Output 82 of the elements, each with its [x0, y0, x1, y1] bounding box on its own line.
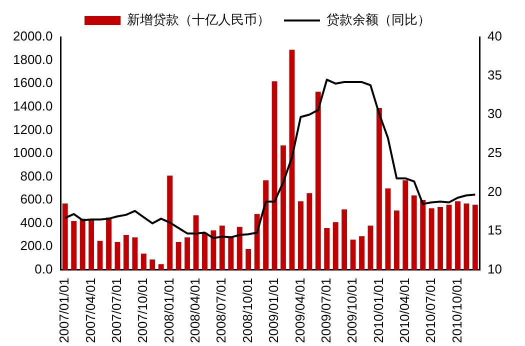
y2-tick-label: 35: [488, 67, 502, 82]
bar: [298, 201, 304, 270]
bar: [88, 220, 94, 270]
x-tick-label: 2009/01/01: [266, 278, 282, 344]
y-tick-label: 1200.0: [12, 122, 53, 137]
bar: [236, 226, 242, 270]
y2-tick-label: 10: [488, 262, 502, 277]
legend-label: 新增贷款（十亿人民币）: [127, 12, 270, 28]
x-tick-label: 2009/07/01: [318, 278, 334, 344]
y2-tick-label: 30: [488, 106, 502, 122]
bar: [114, 242, 120, 270]
bar: [176, 242, 182, 270]
bar: [158, 264, 164, 270]
bar: [368, 226, 374, 270]
bar: [254, 214, 260, 270]
x-tick-label: 2010/04/01: [396, 278, 412, 344]
bar: [385, 188, 391, 270]
x-tick-label: 2007/10/01: [135, 278, 150, 344]
x-tick-label: 2007/01/01: [56, 278, 72, 344]
bar: [210, 230, 216, 270]
bar: [411, 195, 417, 270]
x-tick-label: 2010/10/01: [449, 278, 464, 344]
y-tick-label: 2000.0: [12, 28, 53, 44]
x-tick-label: 2007/07/01: [109, 278, 124, 344]
bar: [246, 248, 252, 270]
bar: [272, 81, 278, 270]
y-tick-label: 600.0: [20, 192, 53, 207]
bar: [140, 254, 146, 270]
bar: [332, 222, 338, 270]
bar: [394, 210, 400, 270]
y-tick-label: 1000.0: [12, 145, 53, 160]
bar: [324, 228, 330, 270]
y-tick-label: 1800.0: [12, 52, 53, 67]
bar: [455, 201, 460, 270]
y2-tick-label: 40: [488, 28, 502, 44]
bar: [228, 236, 234, 270]
bar: [315, 92, 321, 270]
bar: [306, 193, 312, 270]
y-tick-label: 200.0: [20, 238, 53, 254]
y-tick-label: 400.0: [20, 214, 53, 230]
bar: [106, 218, 112, 270]
x-tick-label: 2008/07/01: [214, 278, 229, 344]
bar: [71, 221, 77, 270]
bar: [402, 180, 408, 270]
bar: [280, 145, 286, 270]
bar: [62, 204, 68, 270]
x-tick-label: 2009/04/01: [292, 278, 308, 344]
bar: [446, 204, 452, 270]
x-tick-label: 2008/01/01: [161, 278, 176, 344]
bar: [359, 236, 364, 270]
bar: [420, 200, 426, 270]
y2-tick-label: 15: [488, 222, 502, 238]
y-tick-label: 1400.0: [12, 98, 53, 114]
x-tick-label: 2008/04/01: [188, 278, 203, 344]
bar: [438, 207, 443, 270]
x-tick-label: 2008/10/01: [240, 278, 255, 344]
bar: [350, 240, 356, 270]
bar: [263, 180, 268, 270]
bar: [219, 226, 225, 270]
bar: [123, 234, 129, 270]
bar: [376, 108, 382, 270]
x-tick-label: 2010/01/01: [370, 278, 386, 344]
bar: [428, 208, 434, 270]
x-tick-label: 2007/04/01: [82, 278, 98, 344]
bar: [150, 259, 156, 270]
bar: [342, 209, 348, 270]
y-tick-label: 0.0: [34, 262, 53, 277]
bar: [132, 237, 138, 270]
y-tick-label: 1600.0: [12, 75, 53, 90]
bar: [167, 176, 173, 270]
y2-tick-label: 25: [488, 145, 502, 160]
x-tick-label: 2009/10/01: [344, 278, 360, 344]
y-tick-label: 800.0: [20, 168, 53, 184]
bar: [464, 204, 470, 270]
bar: [97, 240, 103, 270]
x-tick-label: 2010/07/01: [423, 278, 438, 344]
legend-label: 贷款余额（同比）: [326, 12, 430, 28]
y2-tick-label: 20: [488, 184, 502, 199]
bar: [184, 237, 190, 270]
bar: [202, 232, 208, 270]
bar: [472, 204, 478, 270]
bar: [80, 218, 86, 270]
